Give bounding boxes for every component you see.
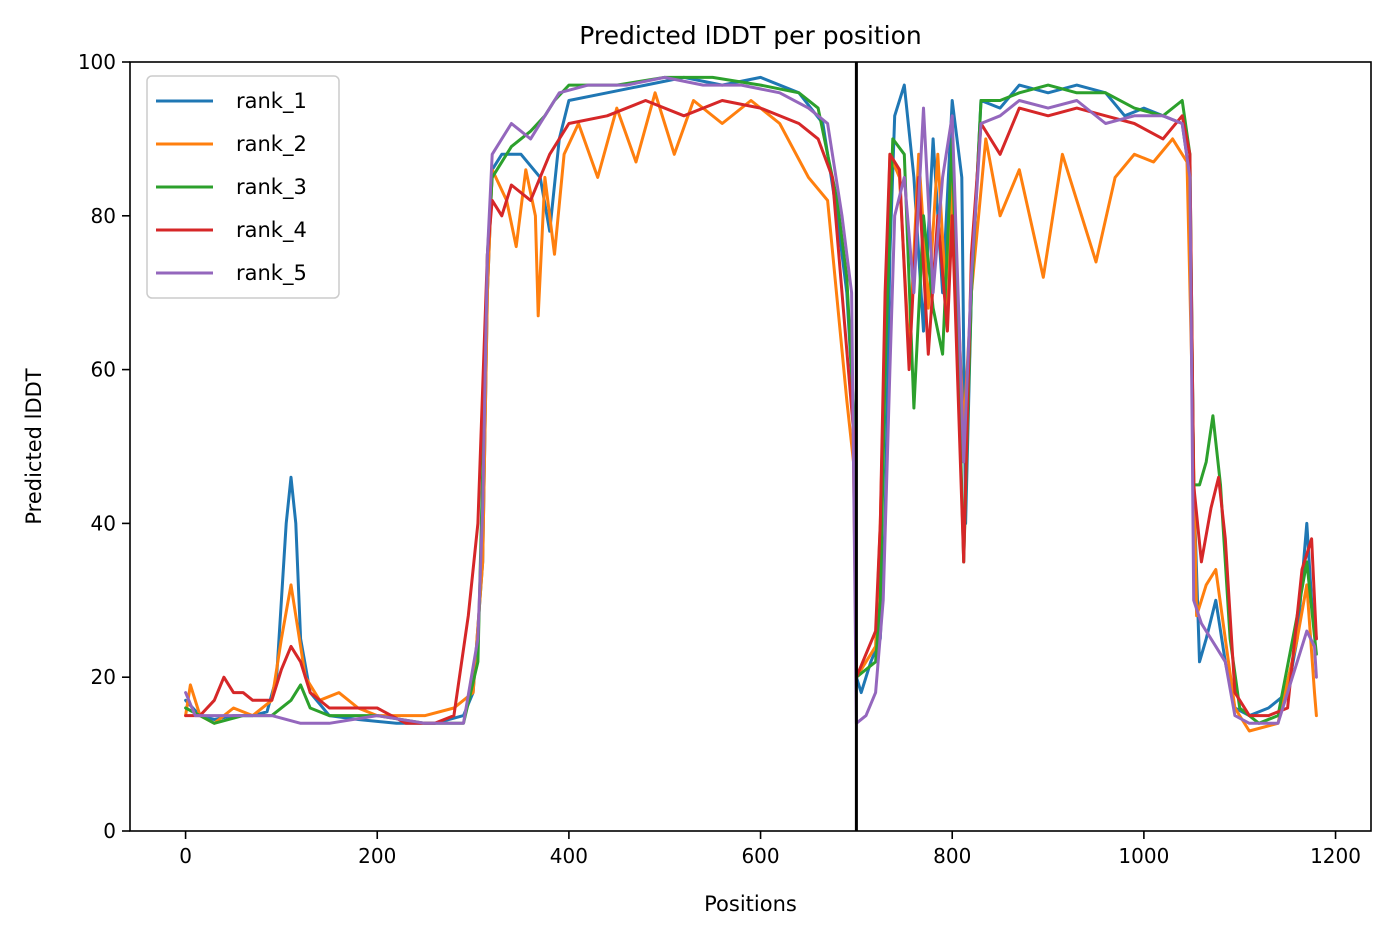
y-tick-label: 60 (91, 358, 116, 382)
y-tick-label: 80 (91, 204, 116, 228)
legend-label-rank-1: rank_1 (236, 89, 307, 114)
y-tick-label: 20 (91, 665, 116, 689)
x-tick-label: 0 (179, 844, 192, 868)
x-axis-title: Positions (704, 892, 797, 916)
y-axis-title: Predicted lDDT (22, 368, 46, 524)
legend-label-rank-3: rank_3 (236, 175, 307, 200)
plot-frame (129, 61, 1372, 832)
series-line-rank-5 (184, 75, 1318, 725)
y-axis-ticks: 0 20 40 60 80 100 (78, 50, 130, 843)
legend: rank_1 rank_2 rank_3 rank_4 rank_5 (146, 75, 340, 299)
x-tick-label: 1200 (1310, 844, 1361, 868)
x-tick-label: 400 (550, 844, 588, 868)
x-tick-label: 200 (358, 844, 396, 868)
legend-label-rank-2: rank_2 (236, 132, 307, 157)
y-tick-label: 40 (91, 511, 116, 535)
legend-label-rank-4: rank_4 (236, 218, 307, 243)
legend-box (146, 75, 340, 299)
x-axis-ticks: 0 200 400 600 800 1000 1200 (179, 831, 1361, 868)
series-line-rank-2 (184, 91, 1318, 733)
legend-label-rank-5: rank_5 (236, 261, 307, 286)
x-tick-label: 800 (933, 844, 971, 868)
chart-title: Predicted lDDT per position (579, 21, 921, 50)
x-tick-label: 1000 (1118, 844, 1169, 868)
y-tick-label: 0 (103, 819, 116, 843)
x-tick-label: 600 (741, 844, 779, 868)
y-tick-label: 100 (78, 50, 116, 74)
